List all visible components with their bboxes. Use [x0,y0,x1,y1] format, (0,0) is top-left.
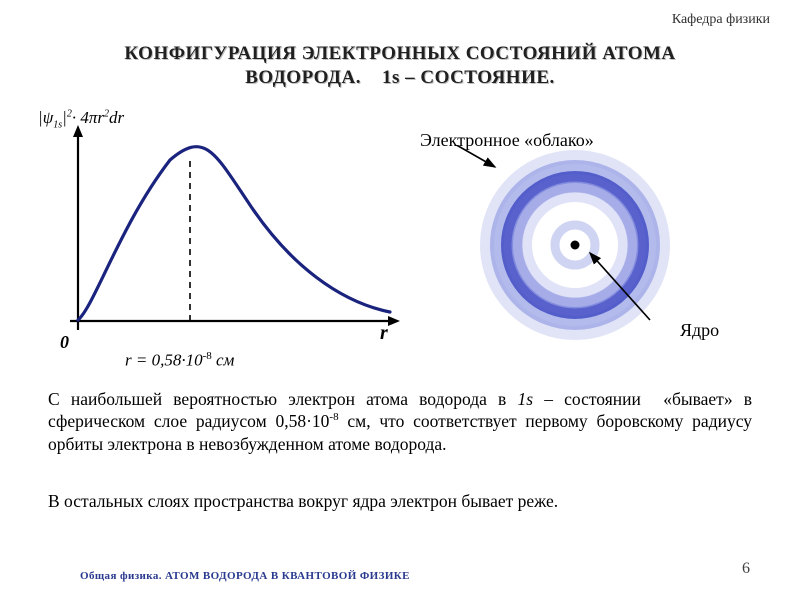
x-axis-arrow [388,316,400,326]
nucleus-dot [571,241,580,250]
paragraph-1: С наибольшей вероятностью электрон атома… [48,388,752,455]
y-axis-arrow [73,125,83,137]
probability-curve [78,147,390,320]
footer-text: Общая физика. АТОМ ВОДОРОДА В КВАНТОВОЙ … [80,570,410,582]
page-number: 6 [742,560,750,578]
origin-label: 0 [60,332,69,353]
x-axis-var: r [380,322,388,345]
x-tick-label: r = 0,58·10-8 см [125,350,234,371]
atom-diagram [455,145,695,345]
page-title: КОНФИГУРАЦИЯ ЭЛЕКТРОННЫХ СОСТОЯНИЙ АТОМА… [60,42,740,90]
paragraph-2: В остальных слоях пространства вокруг яд… [48,490,752,512]
dept-label: Кафедра физики [672,12,770,28]
cloud-arrow [455,145,495,167]
probability-chart [60,125,400,340]
